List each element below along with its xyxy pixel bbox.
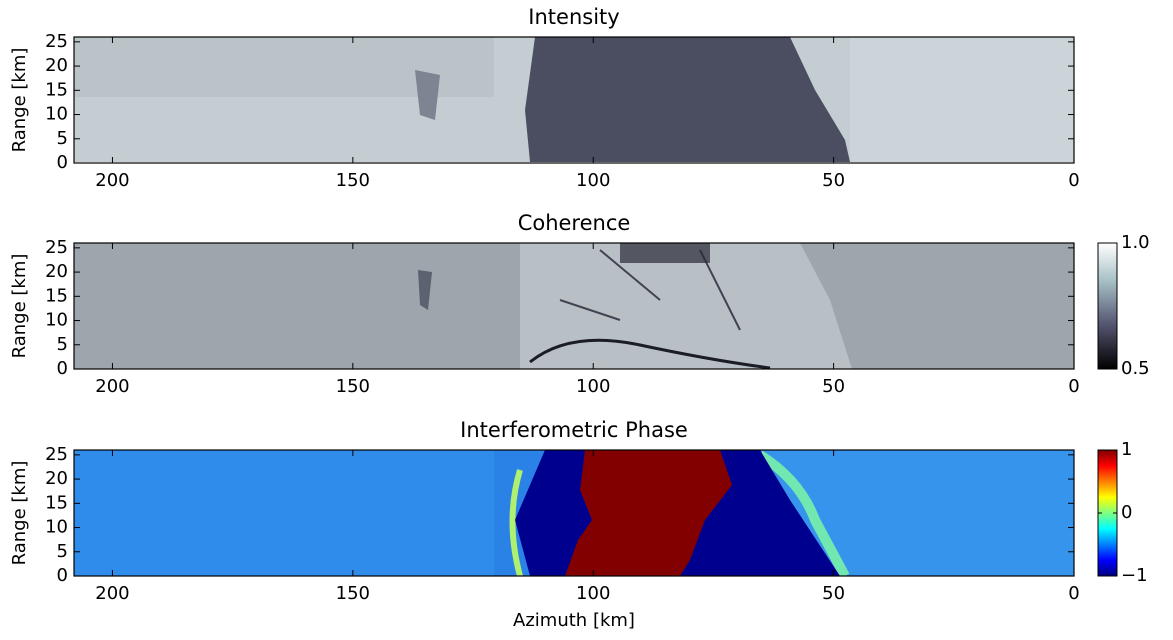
x-axis-label: Azimuth [km] <box>513 610 635 631</box>
y-tick-label: 0 <box>57 565 68 586</box>
x-tick-label: 200 <box>95 376 129 397</box>
x-tick-label: 150 <box>336 170 370 191</box>
x-tick-label: 50 <box>822 376 845 397</box>
x-tick-label: 100 <box>576 376 610 397</box>
x-tick-label: 150 <box>336 376 370 397</box>
x-tick-label: 200 <box>95 170 129 191</box>
y-tick-label: 15 <box>45 79 68 100</box>
panel-title: Intensity <box>528 5 619 29</box>
phase-image <box>74 450 1074 576</box>
x-tick-label: 50 <box>822 170 845 191</box>
x-tick-label: 150 <box>336 583 370 604</box>
figure: IntensityRange [km]200150100500051015202… <box>0 0 1173 640</box>
y-tick-label: 25 <box>45 237 68 258</box>
y-tick-label: 15 <box>45 285 68 306</box>
x-tick-label: 0 <box>1068 376 1079 397</box>
y-tick-label: 10 <box>45 310 68 331</box>
x-tick-label: 0 <box>1068 583 1079 604</box>
colorbar <box>1098 243 1117 369</box>
x-tick-label: 0 <box>1068 170 1079 191</box>
colorbar-tick-label: 0 <box>1121 502 1132 523</box>
y-tick-label: 5 <box>57 541 68 562</box>
y-tick-label: 15 <box>45 492 68 513</box>
y-tick-label: 10 <box>45 517 68 538</box>
panel-title: Interferometric Phase <box>460 418 688 442</box>
colorbar-tick-label: 1.0 <box>1121 232 1150 253</box>
x-tick-label: 50 <box>822 583 845 604</box>
x-tick-label: 100 <box>576 170 610 191</box>
y-tick-label: 5 <box>57 128 68 149</box>
intensity-image <box>74 37 1074 162</box>
y-tick-label: 20 <box>45 55 68 76</box>
y-axis-label: Range [km] <box>9 48 30 153</box>
y-tick-label: 0 <box>57 358 68 379</box>
y-tick-label: 0 <box>57 152 68 173</box>
y-tick-label: 25 <box>45 31 68 52</box>
colorbar-tick-label: 1 <box>1121 439 1132 460</box>
y-tick-label: 20 <box>45 468 68 489</box>
coherence-image <box>74 243 1074 369</box>
y-tick-label: 20 <box>45 261 68 282</box>
panel-title: Coherence <box>518 211 631 235</box>
x-tick-label: 200 <box>95 583 129 604</box>
y-axis-label: Range [km] <box>9 254 30 359</box>
colorbar-tick-label: 0.5 <box>1121 358 1150 379</box>
y-tick-label: 5 <box>57 334 68 355</box>
y-tick-label: 10 <box>45 104 68 125</box>
y-axis-label: Range [km] <box>9 461 30 566</box>
x-tick-label: 100 <box>576 583 610 604</box>
colorbar-tick-label: −1 <box>1121 565 1148 586</box>
y-tick-label: 25 <box>45 444 68 465</box>
